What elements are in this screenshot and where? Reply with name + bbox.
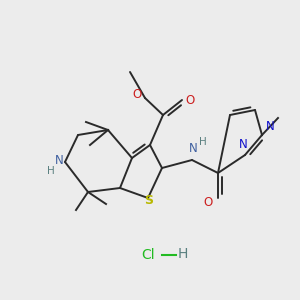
Text: O: O — [203, 196, 213, 209]
Text: H: H — [199, 137, 207, 147]
Text: H: H — [178, 247, 188, 261]
Text: O: O — [132, 88, 142, 101]
Text: O: O — [185, 94, 195, 106]
Text: S: S — [145, 194, 154, 206]
Text: N: N — [266, 121, 274, 134]
Text: N: N — [55, 154, 63, 167]
Text: N: N — [238, 139, 247, 152]
Text: H: H — [47, 166, 55, 176]
Text: N: N — [189, 142, 197, 155]
Text: Cl: Cl — [141, 248, 155, 262]
